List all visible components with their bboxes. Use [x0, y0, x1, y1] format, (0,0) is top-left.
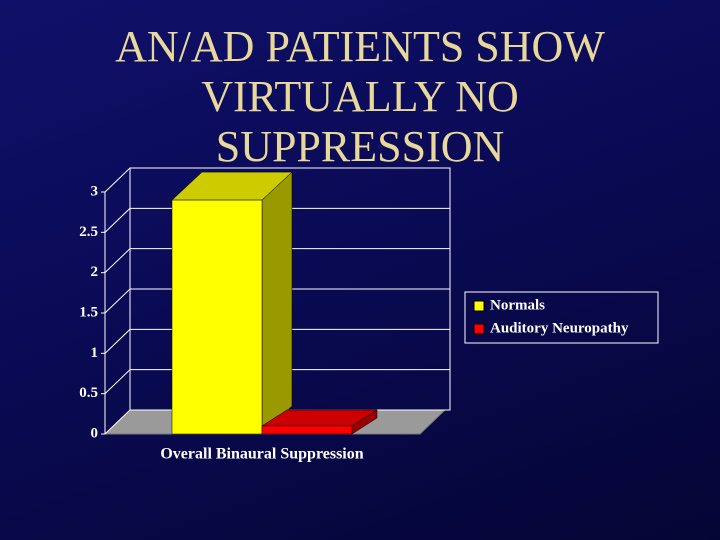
- x-tick-label: Overall Binaural Suppression: [160, 446, 363, 463]
- legend-box: [464, 291, 659, 344]
- grid-line: [104, 207, 450, 233]
- legend-label: Auditory Neuropathy: [490, 320, 629, 336]
- bar: [261, 425, 353, 435]
- grid-line: [104, 167, 450, 193]
- grid-line: [104, 369, 450, 395]
- bar: [171, 199, 263, 435]
- y-tick-label: 3: [91, 183, 99, 199]
- grid-line: [104, 288, 450, 314]
- legend: Normals Auditory Neuropathy: [464, 291, 659, 344]
- y-tick-label: 1: [91, 345, 99, 361]
- bar-side: [261, 171, 293, 435]
- y-tick-label: 0.5: [79, 385, 98, 401]
- y-tick-label: 2: [91, 264, 99, 280]
- grid-line: [104, 248, 450, 274]
- y-tick-label: 0: [91, 425, 99, 441]
- y-tick-label: 1.5: [79, 304, 98, 320]
- slide-title: AN/AD PATIENTS SHOW VIRTUALLY NO SUPPRES…: [115, 22, 605, 171]
- legend-swatch: [473, 300, 485, 312]
- legend-label: Normals: [490, 297, 545, 313]
- legend-swatch: [473, 323, 485, 335]
- grid-line: [104, 328, 450, 354]
- y-tick-label: 2.5: [79, 224, 98, 240]
